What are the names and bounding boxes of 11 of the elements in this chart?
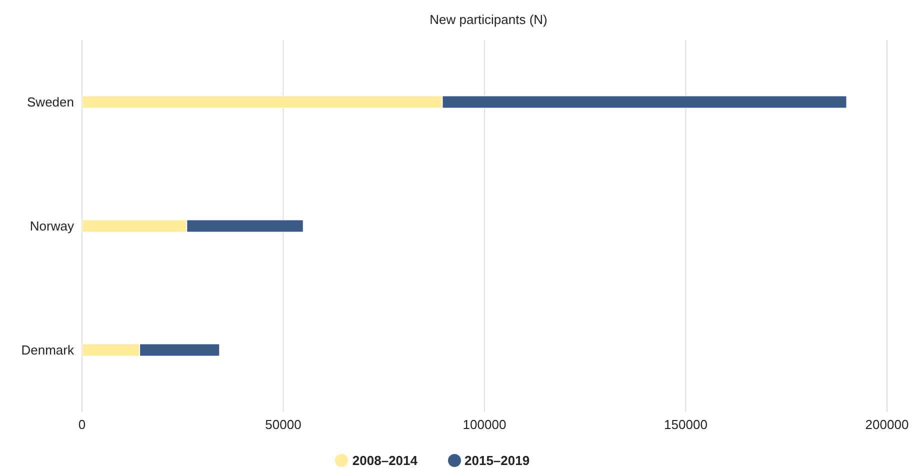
chart-title: New participants (N) [428, 12, 548, 27]
legend-label: 2008–2014 [352, 453, 418, 468]
x-tick-label: 100000 [462, 417, 506, 432]
y-tick-label: Denmark [21, 342, 74, 358]
x-tick-label: 150000 [664, 417, 708, 432]
y-tick-label: Norway [30, 218, 74, 234]
legend-label: 2015–2019 [464, 453, 530, 468]
x-tick-label: 50000 [265, 417, 302, 432]
x-tick-label: 0 [78, 417, 86, 432]
y-tick-label: Sweden [27, 94, 74, 110]
x-tick-label: 200000 [865, 417, 909, 432]
